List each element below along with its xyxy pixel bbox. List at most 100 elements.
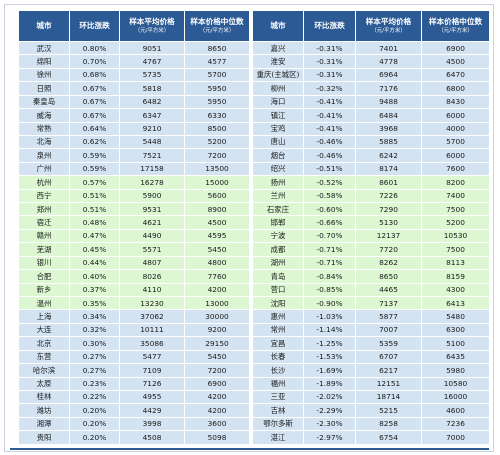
left-avg-price-cell: 4767 xyxy=(119,54,185,69)
right-avg-price-cell: 6707 xyxy=(355,349,422,365)
right-median-price-cell: 5480 xyxy=(421,309,490,324)
right-avg-price-cell: 5885 xyxy=(355,134,422,150)
right-avg-price-cell: 6242 xyxy=(355,148,422,163)
price-change-table: 城市 环比涨跌 样本平均价格 （元/平方米） 样本价格中位数 （元/平方米） 城市 … xyxy=(18,10,490,445)
left-change-cell: 0.27% xyxy=(69,349,120,365)
header-median-unit: （元/平方米） xyxy=(438,27,473,34)
right-avg-price-cell: 6484 xyxy=(355,108,422,123)
right-city-cell: 福州 xyxy=(252,376,304,391)
right-median-price-cell: 6413 xyxy=(421,295,490,311)
left-city-cell: 银川 xyxy=(18,255,70,271)
left-avg-price-cell: 6482 xyxy=(119,94,185,110)
left-city-cell: 北海 xyxy=(18,134,70,150)
right-median-price-cell: 7600 xyxy=(421,161,490,177)
column-separator xyxy=(249,10,253,42)
right-avg-price-cell: 9488 xyxy=(355,94,422,110)
left-avg-price-cell: 9531 xyxy=(119,202,185,217)
table-row: 郑州 0.51% 9531 8900 石家庄 -0.60% 7290 7500 xyxy=(18,202,490,217)
left-median-price-cell: 13500 xyxy=(184,161,250,177)
left-change-cell: 0.67% xyxy=(69,94,120,110)
right-avg-price-cell: 5877 xyxy=(355,309,422,324)
right-change-cell: -0.41% xyxy=(303,121,356,136)
left-avg-price-cell: 3998 xyxy=(119,416,185,432)
left-city-cell: 泉州 xyxy=(18,148,70,163)
right-city-cell: 嘉兴 xyxy=(252,40,304,56)
table-row: 潍坊 0.20% 4429 4200 吉林 -2.29% 5215 4600 xyxy=(18,403,490,418)
right-avg-price-cell: 8262 xyxy=(355,255,422,271)
right-median-price-cell: 4000 xyxy=(421,121,490,136)
right-median-price-cell: 6435 xyxy=(421,349,490,365)
left-avg-price-cell: 4807 xyxy=(119,255,185,271)
left-change-cell: 0.64% xyxy=(69,121,120,136)
column-separator xyxy=(249,229,253,243)
left-city-cell: 上海 xyxy=(18,309,70,324)
left-avg-price-cell: 16278 xyxy=(119,175,185,190)
left-city-cell: 太原 xyxy=(18,376,70,391)
right-change-cell: -0.58% xyxy=(303,188,356,204)
table-row: 哈尔滨 0.27% 7109 7200 长沙 -1.69% 6217 5980 xyxy=(18,363,490,378)
table-row: 太原 0.23% 7126 6900 福州 -1.89% 12151 10580 xyxy=(18,376,490,391)
right-city-cell: 成都 xyxy=(252,242,304,257)
left-median-price-cell: 5950 xyxy=(184,81,250,96)
left-median-price-cell: 6330 xyxy=(184,108,250,123)
left-avg-price-cell: 9051 xyxy=(119,40,185,56)
left-median-price-cell: 7200 xyxy=(184,148,250,163)
left-change-cell: 0.40% xyxy=(69,269,120,284)
left-avg-price-cell: 8026 xyxy=(119,269,185,284)
left-median-price-cell: 4577 xyxy=(184,54,250,69)
right-change-cell: -0.31% xyxy=(303,54,356,69)
right-median-price-cell: 5980 xyxy=(421,363,490,378)
left-median-price-cell: 15000 xyxy=(184,175,250,190)
column-separator xyxy=(249,269,253,284)
column-separator xyxy=(249,296,253,310)
right-median-price-cell: 6900 xyxy=(421,40,490,56)
column-separator xyxy=(249,430,253,445)
right-city-cell: 淮安 xyxy=(252,54,304,69)
right-city-cell: 营口 xyxy=(252,282,304,298)
left-avg-price-cell: 4508 xyxy=(119,430,185,445)
column-separator xyxy=(249,108,253,123)
left-change-cell: 0.35% xyxy=(69,295,120,311)
left-city-cell: 北京 xyxy=(18,336,70,351)
left-change-cell: 0.80% xyxy=(69,40,120,56)
left-city-cell: 杭州 xyxy=(18,175,70,190)
column-separator xyxy=(249,323,253,337)
right-avg-price-cell: 12137 xyxy=(355,228,422,244)
right-avg-price-cell: 7007 xyxy=(355,322,422,338)
left-change-cell: 0.47% xyxy=(69,228,120,244)
left-avg-price-cell: 4955 xyxy=(119,389,185,405)
column-separator xyxy=(249,242,253,257)
left-avg-price-cell: 7109 xyxy=(119,363,185,378)
left-median-price-cell: 5950 xyxy=(184,94,250,110)
table-row: 北京 0.30% 35086 29150 宜昌 -1.25% 5359 5100 xyxy=(18,336,490,351)
column-separator xyxy=(249,41,253,55)
right-city-cell: 宁波 xyxy=(252,228,304,244)
right-avg-price-cell: 18714 xyxy=(355,389,422,405)
right-median-price-cell: 6000 xyxy=(421,148,490,163)
right-avg-price-cell: 7226 xyxy=(355,188,422,204)
right-change-cell: -0.41% xyxy=(303,94,356,110)
table-row: 湘潭 0.20% 3998 3600 鄂尔多斯 -2.30% 8258 7236 xyxy=(18,416,490,432)
right-median-price-cell: 7000 xyxy=(421,430,490,445)
right-change-cell: -1.89% xyxy=(303,376,356,391)
left-change-cell: 0.70% xyxy=(69,54,120,69)
left-change-cell: 0.23% xyxy=(69,376,120,391)
right-change-cell: -1.53% xyxy=(303,349,356,365)
left-change-cell: 0.51% xyxy=(69,188,120,204)
header-avg-right: 样本平均价格 （元/平方米） xyxy=(355,10,422,42)
table-row: 武汉 0.80% 9051 8650 嘉兴 -0.31% 7401 6900 xyxy=(18,40,490,56)
right-city-cell: 宜昌 xyxy=(252,336,304,351)
left-avg-price-cell: 4621 xyxy=(119,215,185,230)
column-separator xyxy=(249,122,253,136)
right-median-price-cell: 7500 xyxy=(421,242,490,257)
left-avg-price-cell: 7126 xyxy=(119,376,185,391)
left-avg-price-cell: 4490 xyxy=(119,228,185,244)
right-avg-price-cell: 7137 xyxy=(355,295,422,311)
right-median-price-cell: 7236 xyxy=(421,416,490,432)
column-separator xyxy=(249,309,253,324)
right-median-price-cell: 7400 xyxy=(421,188,490,204)
left-median-price-cell: 7200 xyxy=(184,363,250,378)
right-avg-price-cell: 7176 xyxy=(355,81,422,96)
left-change-cell: 0.45% xyxy=(69,242,120,257)
right-change-cell: -1.25% xyxy=(303,336,356,351)
